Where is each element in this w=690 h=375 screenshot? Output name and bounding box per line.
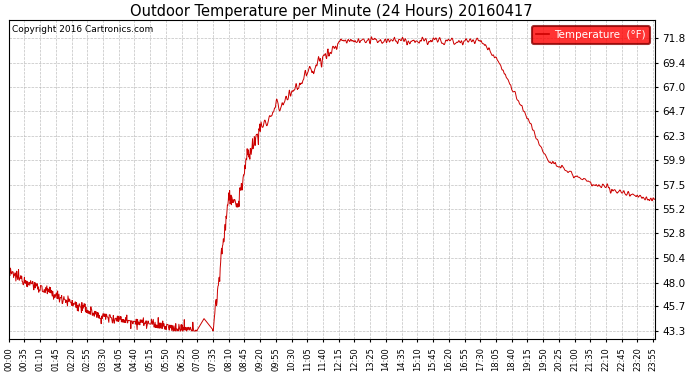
Legend: Temperature  (°F): Temperature (°F) bbox=[532, 26, 650, 44]
Title: Outdoor Temperature per Minute (24 Hours) 20160417: Outdoor Temperature per Minute (24 Hours… bbox=[130, 4, 533, 19]
Text: Copyright 2016 Cartronics.com: Copyright 2016 Cartronics.com bbox=[12, 25, 153, 34]
